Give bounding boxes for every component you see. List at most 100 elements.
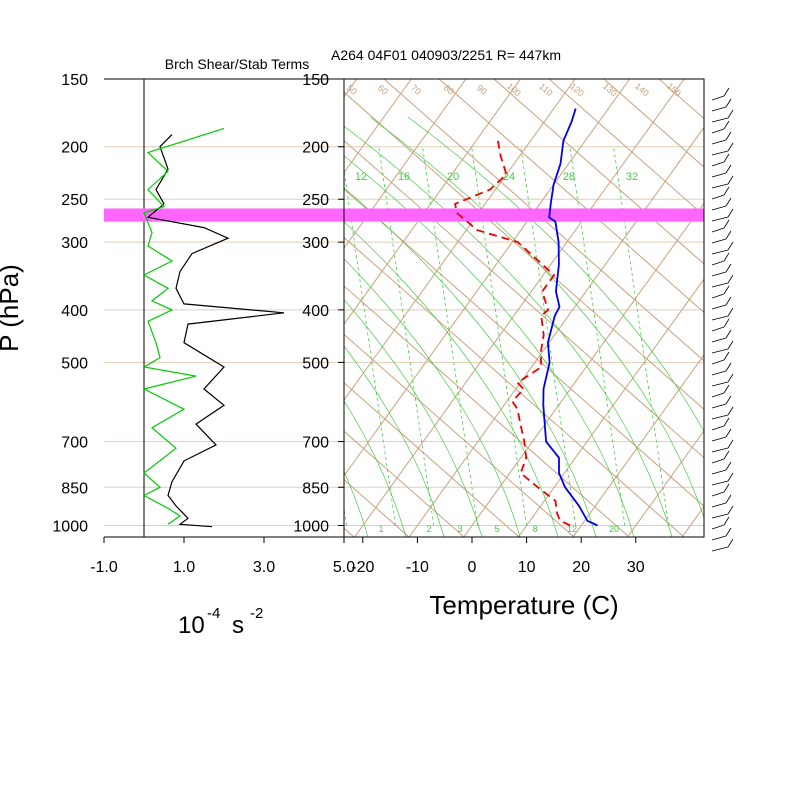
moist-adiabat-line: [344, 470, 369, 537]
moist-adiabat-line: [344, 155, 635, 537]
wind-barb: [727, 505, 734, 515]
sounding-title: A264 04F01 040903/2251 R= 447km: [331, 47, 561, 63]
wind-barb: [725, 329, 732, 339]
isotherm-line: [344, 79, 467, 250]
wind-barb: [723, 87, 730, 97]
wind-barb: [727, 274, 734, 284]
wind-barb: [723, 285, 730, 295]
mixing-ratio-line: [569, 146, 626, 526]
wind-barb: [711, 128, 725, 134]
theta-label: 140: [633, 81, 651, 98]
left-x-units: 10 -4 s -2: [178, 605, 263, 639]
y-tick-label: 250: [61, 192, 88, 209]
theta-e-label: 24: [503, 171, 515, 183]
mixing-ratio-label: 2: [426, 524, 431, 534]
theta-label: 120: [568, 81, 586, 98]
wind-barb: [723, 516, 730, 526]
wind-barb: [723, 120, 730, 130]
theta-label: 100: [505, 81, 523, 98]
moist-adiabat-line: [344, 345, 445, 537]
left-x-tick-label: -1.0: [90, 559, 118, 576]
theta-label: 150: [665, 81, 683, 98]
moist-adiabat-line: [344, 258, 521, 537]
mixing-ratio-label: 1: [378, 524, 383, 534]
y-tick-label: 1000: [293, 519, 329, 536]
skewt-series: [454, 108, 598, 527]
wind-barbs: [711, 87, 734, 552]
theta-label: 130: [601, 81, 619, 98]
dry-adiabat-line: [438, 79, 704, 314]
wind-barb: [723, 153, 730, 163]
wind-barb: [711, 326, 725, 332]
panel-frames: [104, 78, 705, 538]
y-tick-label: 850: [302, 480, 329, 497]
wind-barb: [711, 447, 729, 453]
wind-barb: [711, 370, 727, 376]
dry-adiabat-line: [0, 79, 244, 537]
y-tick-label: 400: [61, 303, 88, 320]
isotherm-line: [354, 79, 685, 537]
y-tick-label: 500: [61, 355, 88, 372]
wind-barb: [711, 513, 729, 519]
theta-label: 60: [376, 83, 390, 97]
moist-adiabat-line: [344, 400, 407, 537]
temperature-tick-label: 30: [627, 559, 645, 576]
wind-barb: [711, 183, 729, 189]
moist-adiabat-line: [344, 299, 483, 537]
shear-term-line: [146, 134, 285, 528]
wind-barb: [727, 439, 734, 449]
panel-title: Brch Shear/Stab Terms: [165, 56, 309, 72]
dry-adiabat-line: [603, 79, 704, 168]
y-tick-label: 850: [61, 480, 88, 497]
isotherm-line: [627, 429, 704, 537]
y-tick-label: 300: [302, 235, 329, 252]
dry-adiabat-line: [658, 79, 704, 120]
wind-barb: [727, 373, 734, 383]
wind-barb: [711, 414, 729, 420]
moist-adiabat-line: [369, 116, 704, 519]
wind-barb: [727, 307, 734, 317]
temperature-tick-label: -20: [351, 559, 374, 576]
highlight-band-rect: [104, 208, 704, 222]
wind-barb: [711, 304, 727, 310]
y-tick-label: 250: [302, 192, 329, 209]
temperature-tick-label: -10: [406, 559, 429, 576]
moist-adiabat-line: [407, 116, 704, 433]
isotherm-line: [681, 505, 704, 537]
y-tick-label: 300: [61, 235, 88, 252]
theta-label: 110: [537, 81, 554, 98]
y-tick-label: 700: [302, 435, 329, 452]
y-tick-label: 500: [302, 355, 329, 372]
shear-panel-series: [142, 127, 285, 528]
wind-barb: [711, 172, 727, 178]
wind-barb: [711, 150, 729, 156]
moist-adiabat-line: [344, 187, 597, 537]
units-exp2: -2: [250, 605, 263, 622]
moist-adiabat-line: [344, 125, 673, 537]
units-s: s: [232, 612, 244, 639]
wind-barb: [711, 381, 729, 387]
y-tick-label: 700: [61, 435, 88, 452]
mixing-ratio-label: 20: [609, 524, 619, 534]
wind-barb: [725, 527, 732, 537]
wind-barb: [711, 524, 725, 530]
dry-adiabat-line: [344, 527, 355, 537]
wind-barb: [725, 98, 732, 108]
wind-barb: [725, 197, 732, 207]
wind-barb: [711, 117, 729, 123]
y-axis-label: P (hPa): [0, 264, 24, 352]
wind-barb: [725, 296, 732, 306]
dry-adiabat-line: [344, 285, 630, 537]
skewt-frame: [343, 78, 705, 538]
stability-term-line: [142, 127, 225, 525]
dry-adiabat-line: [383, 79, 704, 362]
y-tick-label: 150: [302, 72, 329, 89]
wind-barb: [725, 461, 732, 471]
wind-barb: [723, 450, 730, 460]
y-tick-label: 1000: [52, 519, 88, 536]
dry-adiabat-line: [493, 79, 704, 265]
wind-barb: [727, 472, 734, 482]
isotherm-line: [0, 79, 302, 537]
wind-barb: [727, 175, 734, 185]
